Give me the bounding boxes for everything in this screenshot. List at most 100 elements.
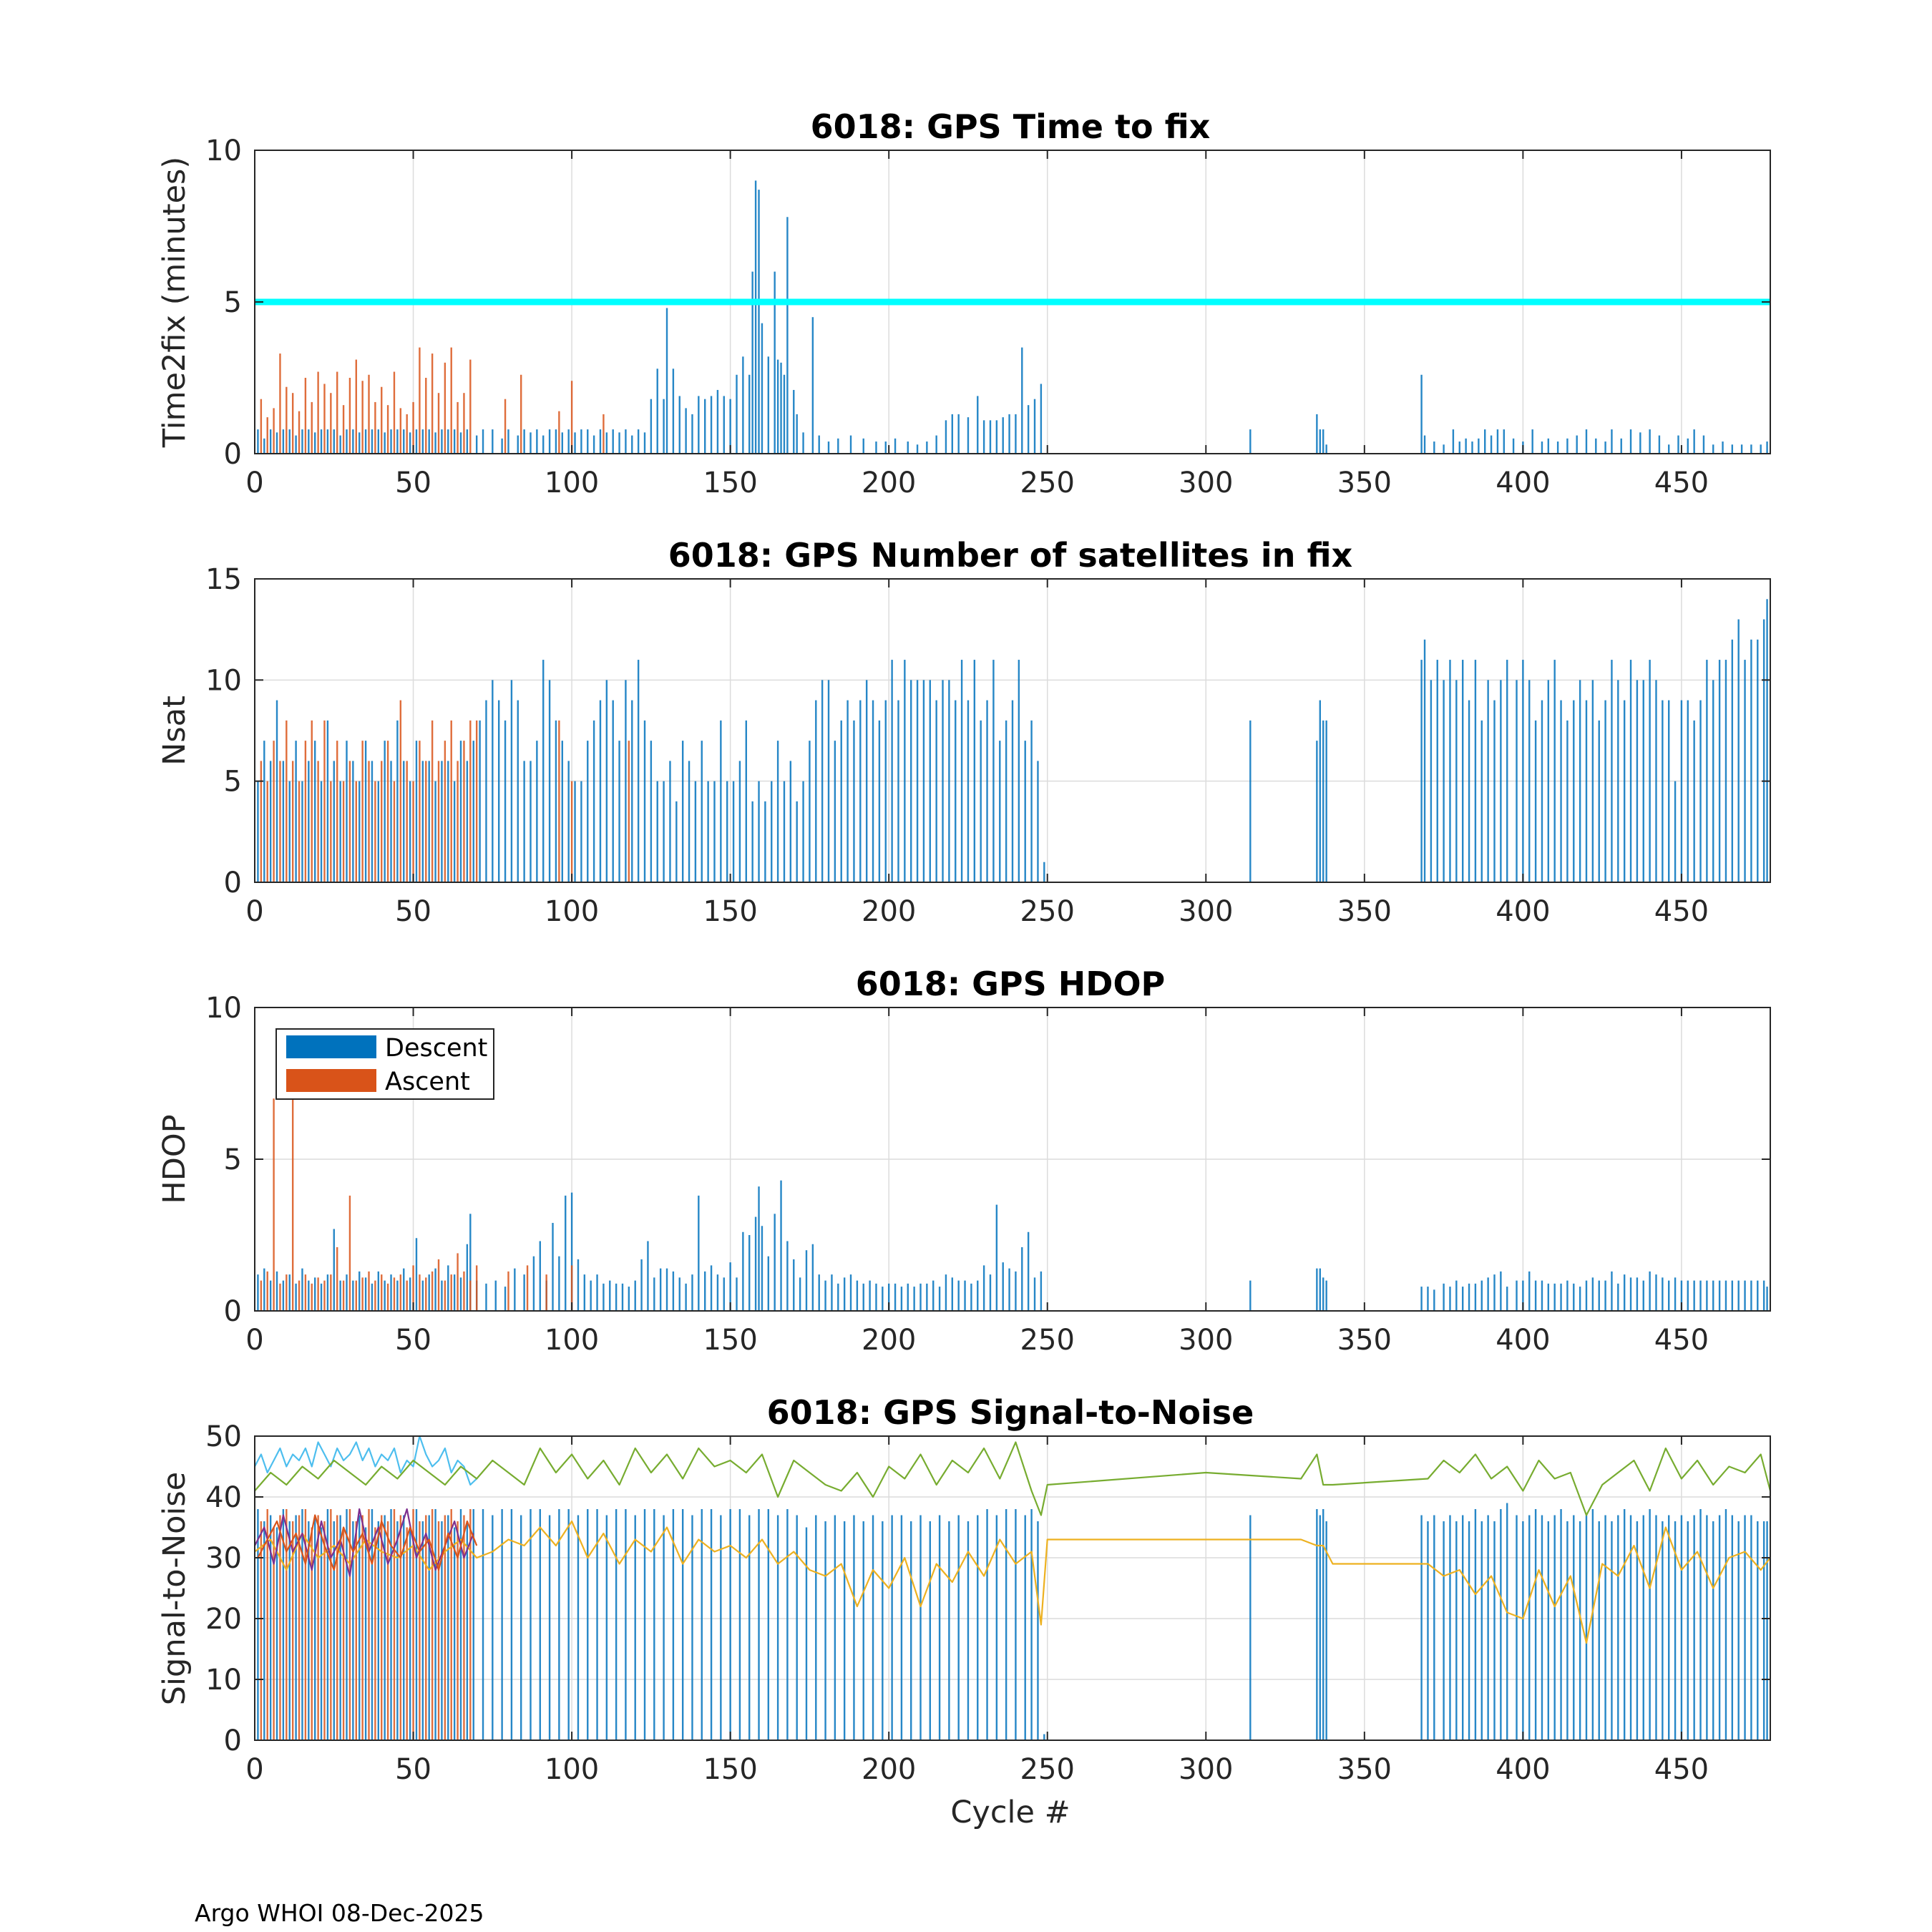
snr-bar-descent [396, 1521, 399, 1740]
nsat-bar-descent [973, 660, 976, 882]
nsat-bar-descent [523, 761, 525, 882]
hdop-bar-descent [441, 1280, 443, 1311]
hdop-bar-descent [275, 1271, 278, 1311]
time2fix-bar-descent [935, 435, 937, 454]
nsat-bar-descent [1668, 700, 1670, 882]
snr-bar-descent [1674, 1521, 1677, 1740]
nsat-bar-descent [333, 761, 335, 882]
hdop-bar-descent [1002, 1262, 1004, 1311]
nsat-y-tick-label: 10 [205, 664, 242, 697]
nsat-bar-descent [1629, 660, 1632, 882]
hdop-bar-descent [982, 1265, 985, 1311]
snr-bar-descent [625, 1509, 627, 1740]
hdop-bar-descent [428, 1274, 430, 1311]
time2fix-bar-descent [716, 389, 719, 454]
snr-bar-descent [1712, 1521, 1714, 1740]
nsat-bar-descent [980, 720, 982, 882]
snr-bar-descent [1319, 1515, 1321, 1740]
nsat-bar-descent [1423, 639, 1426, 882]
time2fix-bar-descent [1702, 435, 1705, 454]
nsat-bar-descent [1611, 660, 1613, 882]
snr-bar-descent [710, 1509, 713, 1740]
nsat-bar-descent [694, 781, 697, 882]
nsat-bar-ascent [279, 761, 281, 882]
nsat-bar-descent [396, 720, 399, 882]
time2fix-bar-descent [517, 435, 519, 454]
time2fix-bar-descent [1566, 438, 1568, 454]
snr-bar-ascent [386, 1521, 389, 1740]
time2fix-x-tick-label: 450 [1654, 467, 1709, 499]
nsat-bar-ascent [291, 761, 294, 882]
hdop-bar-ascent [406, 1280, 408, 1311]
snr-bar-descent [1731, 1515, 1734, 1740]
hdop-bar-descent [1655, 1274, 1657, 1311]
time2fix-bar-descent [967, 417, 970, 454]
time2fix-bar-descent [523, 429, 525, 454]
nsat-bar-descent [732, 781, 735, 882]
snr-bar-descent [1655, 1515, 1657, 1740]
legend-label-ascent: Ascent [385, 1068, 470, 1096]
snr-x-tick-label: 300 [1179, 1753, 1233, 1786]
hdop-bar-descent [995, 1204, 998, 1311]
snr-bar-descent [1316, 1509, 1318, 1740]
nsat-x-tick-label: 250 [1020, 895, 1075, 928]
legend-label-descent: Descent [385, 1034, 487, 1063]
nsat-bar-descent [574, 781, 576, 882]
time2fix-y-tick-label: 10 [205, 135, 242, 167]
time2fix-bar-descent [875, 441, 877, 454]
snr-x-tick-label: 200 [862, 1753, 916, 1786]
time2fix-bar-ascent [399, 408, 402, 454]
nsat-bar-descent [567, 761, 570, 882]
hdop-bar-descent [1744, 1280, 1746, 1311]
snr-bar-descent [1420, 1515, 1423, 1740]
nsat-bar-descent [1436, 660, 1438, 882]
snr-bar-descent [548, 1515, 551, 1740]
time2fix-bar-descent [1576, 435, 1578, 454]
snr-bar-descent [977, 1515, 979, 1740]
nsat-bar-descent [364, 741, 367, 882]
nsat-bar-descent [643, 720, 646, 882]
snr-bar-descent [492, 1515, 494, 1740]
time2fix-bar-descent [269, 429, 272, 454]
nsat-bar-descent [1037, 761, 1039, 882]
hdop-bar-descent [358, 1271, 361, 1311]
hdop-y-tick-label: 5 [224, 1143, 242, 1176]
nsat-bar-descent [1547, 680, 1550, 882]
nsat-bar-descent [1623, 700, 1626, 882]
hdop-bar-descent [849, 1274, 852, 1311]
nsat-bar-descent [612, 700, 614, 882]
nsat-bar-descent [1011, 700, 1014, 882]
nsat-bar-ascent [469, 720, 472, 882]
hdop-bar-descent [951, 1277, 954, 1311]
time2fix-bar-descent [339, 435, 341, 454]
nsat-bar-descent [548, 680, 551, 882]
hdop-bar-descent [570, 1192, 573, 1311]
hdop-bar-descent [736, 1277, 738, 1311]
time2fix-bar-descent [567, 429, 570, 454]
hdop-bar-descent [634, 1280, 636, 1311]
nsat-bar-descent [847, 700, 849, 882]
time2fix-bar-descent [1322, 429, 1324, 454]
snr-bar-descent [1623, 1509, 1626, 1740]
snr-bar-descent [729, 1509, 731, 1740]
nsat-bar-descent [1573, 700, 1575, 882]
hdop-bar-ascent [526, 1265, 529, 1311]
hdop-bar-ascent [374, 1280, 376, 1311]
time2fix-bar-descent [301, 429, 303, 454]
snr-bar-descent [364, 1527, 367, 1740]
snr-bar-descent [1037, 1521, 1039, 1740]
hdop-bar-descent [415, 1238, 418, 1311]
hdop-bar-ascent [463, 1271, 465, 1311]
hdop-x-tick-label: 200 [862, 1324, 916, 1357]
hdop-bar-descent [339, 1280, 341, 1311]
time2fix-bar-descent [989, 420, 992, 454]
time2fix-x-tick-label: 200 [862, 467, 916, 499]
nsat-y-tick-label: 15 [205, 563, 242, 596]
snr-bar-ascent [412, 1509, 414, 1740]
time2fix-bar-descent [754, 180, 757, 454]
hdop-bar-descent [1680, 1280, 1683, 1311]
snr-bar-descent [1030, 1509, 1033, 1740]
time2fix-bar-descent [761, 323, 763, 454]
hdop-bar-ascent [570, 1265, 573, 1311]
time2fix-bar-descent [1541, 441, 1543, 454]
